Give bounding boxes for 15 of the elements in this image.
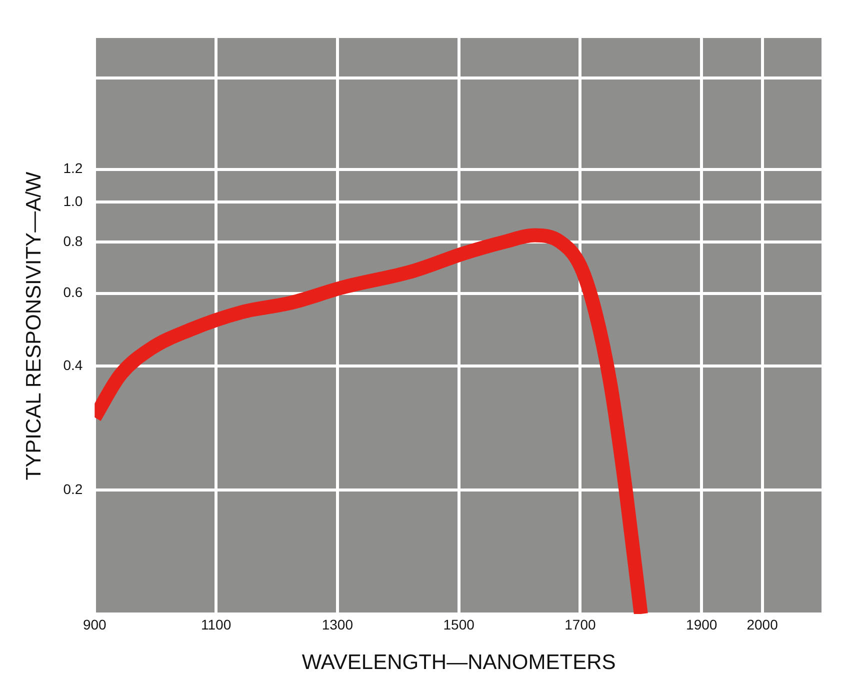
x-tick-label: 1300 (322, 616, 354, 632)
x-tick-label: 1100 (200, 616, 232, 632)
text: 1.0 (63, 192, 83, 209)
y-tick-label: 1.2 (63, 160, 83, 176)
x-tick-label: 2000 (746, 616, 778, 632)
x-tick-label: 900 (82, 616, 107, 632)
y-tick-label: 0.6 (63, 284, 83, 300)
x-tick-label: 1700 (564, 616, 596, 632)
y-tick-label: 0.2 (63, 480, 83, 497)
x-axis-title: WAVELENGTH—NANOMETERS (302, 651, 616, 674)
y-tick-label: 0.4 (63, 356, 83, 373)
y-tick-label: 0.8 (63, 232, 83, 249)
y-axis-title: TYPICAL RESPONSIVITY—A/W (22, 172, 46, 480)
x-tick-label: 1500 (443, 616, 475, 632)
x-tick-label: 1900 (686, 616, 718, 632)
